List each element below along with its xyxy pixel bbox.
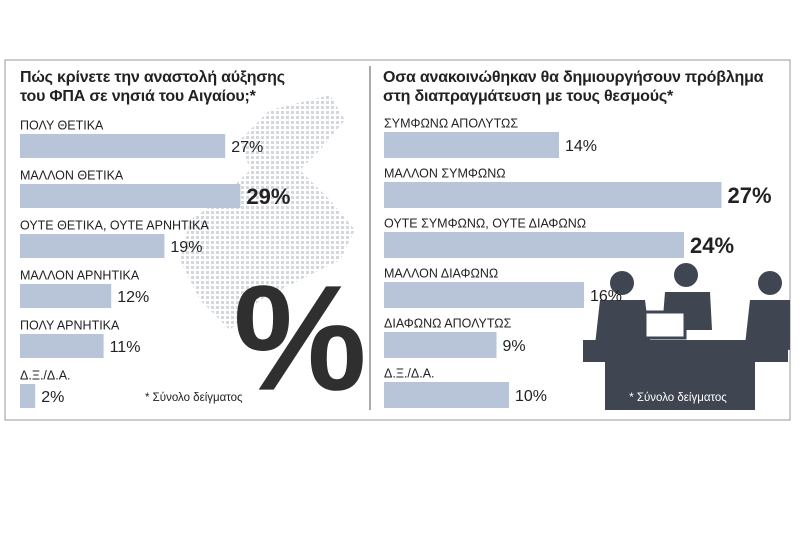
category-label: ΟΥΤΕ ΣΥΜΦΩΝΩ, ΟΥΤΕ ΔΙΑΦΩΝΩ bbox=[384, 216, 586, 230]
value-label: 27% bbox=[231, 139, 263, 156]
category-label: ΔΙΑΦΩΝΩ ΑΠΟΛΥΤΩΣ bbox=[384, 316, 512, 330]
category-label: ΜΑΛΛΟΝ ΘΕΤΙΚΑ bbox=[20, 168, 124, 182]
category-label: Δ.Ξ./Δ.Α. bbox=[384, 366, 435, 380]
value-label: 12% bbox=[117, 289, 149, 306]
bar bbox=[20, 284, 112, 308]
bar bbox=[20, 334, 104, 358]
value-label: 16% bbox=[590, 288, 622, 305]
chart-title: Πώς κρίνετε την αναστολή αύξησης του ΦΠΑ… bbox=[20, 69, 285, 105]
value-label: 14% bbox=[565, 138, 597, 155]
footnote-box bbox=[612, 386, 745, 410]
decoration: % bbox=[233, 254, 366, 422]
category-label: ΜΑΛΛΟΝ ΔΙΑΦΩΝΩ bbox=[384, 266, 498, 280]
chart-title: Οσα ανακοινώθηκαν θα δημιουργήσουν πρόβλ… bbox=[383, 69, 764, 105]
value-label: 29% bbox=[246, 184, 290, 209]
bar bbox=[384, 182, 722, 208]
footnote: * Σύνολο δείγματος bbox=[629, 392, 727, 404]
bar bbox=[20, 234, 165, 258]
category-label: ΠΟΛΥ ΑΡΝΗΤΙΚΑ bbox=[20, 318, 120, 332]
value-label: 24% bbox=[690, 233, 734, 258]
bar bbox=[384, 382, 509, 408]
bar bbox=[384, 132, 559, 158]
value-label: 11% bbox=[110, 339, 141, 356]
category-label: ΟΥΤΕ ΘΕΤΙΚΑ, ΟΥΤΕ ΑΡΝΗΤΙΚΑ bbox=[20, 218, 209, 232]
category-label: ΜΑΛΛΟΝ ΣΥΜΦΩΝΩ bbox=[384, 166, 506, 180]
value-label: 10% bbox=[515, 388, 547, 405]
frame bbox=[4, 59, 791, 421]
category-label: ΠΟΛΥ ΘΕΤΙΚΑ bbox=[20, 118, 104, 132]
value-label: 19% bbox=[170, 239, 202, 256]
category-label: Δ.Ξ./Δ.Α. bbox=[20, 368, 71, 382]
bar bbox=[20, 184, 241, 208]
bar bbox=[384, 282, 584, 308]
bar bbox=[20, 384, 36, 408]
category-label: ΜΑΛΛΟΝ ΑΡΝΗΤΙΚΑ bbox=[20, 268, 140, 282]
bar bbox=[20, 134, 226, 158]
footnote: * Σύνολο δείγματος bbox=[145, 392, 243, 404]
category-label: ΣΥΜΦΩΝΩ ΑΠΟΛΥΤΩΣ bbox=[384, 116, 518, 130]
value-label: 9% bbox=[503, 338, 526, 355]
map bbox=[180, 95, 355, 330]
value-label: 27% bbox=[728, 183, 772, 208]
bar bbox=[384, 332, 497, 358]
value-label: 2% bbox=[41, 389, 64, 406]
bar bbox=[384, 232, 684, 258]
